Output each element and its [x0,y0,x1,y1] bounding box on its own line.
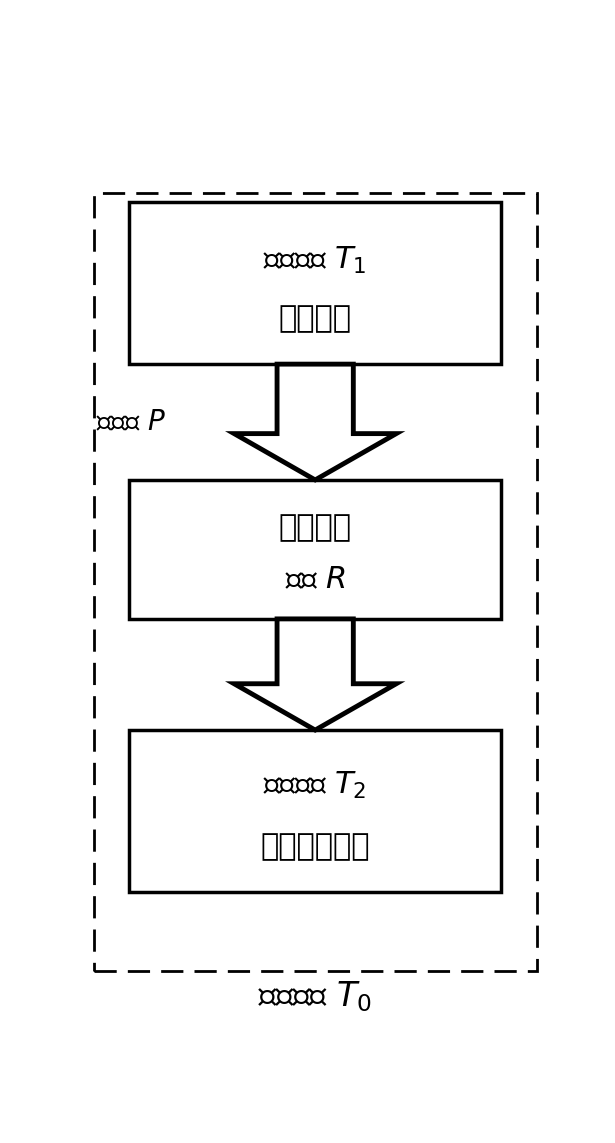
Bar [129,202,501,365]
Text: 热功率 $P$: 热功率 $P$ [96,408,165,435]
Text: （相变材料）: （相变材料） [260,832,370,862]
Text: 空穴结构: 空穴结构 [279,513,352,542]
Text: 环境温度 $T_0$: 环境温度 $T_0$ [258,980,372,1014]
Bar [129,730,501,893]
Text: （热沉）: （热沉） [279,304,352,334]
Text: 冷端温度 $T_2$: 冷端温度 $T_2$ [263,769,367,801]
Text: 热阻 $R$: 热阻 $R$ [285,566,346,594]
Bar [93,193,537,970]
Bar [129,480,501,618]
Polygon shape [234,618,396,730]
Text: 热端温度 $T_1$: 热端温度 $T_1$ [263,245,367,275]
Polygon shape [234,365,396,480]
